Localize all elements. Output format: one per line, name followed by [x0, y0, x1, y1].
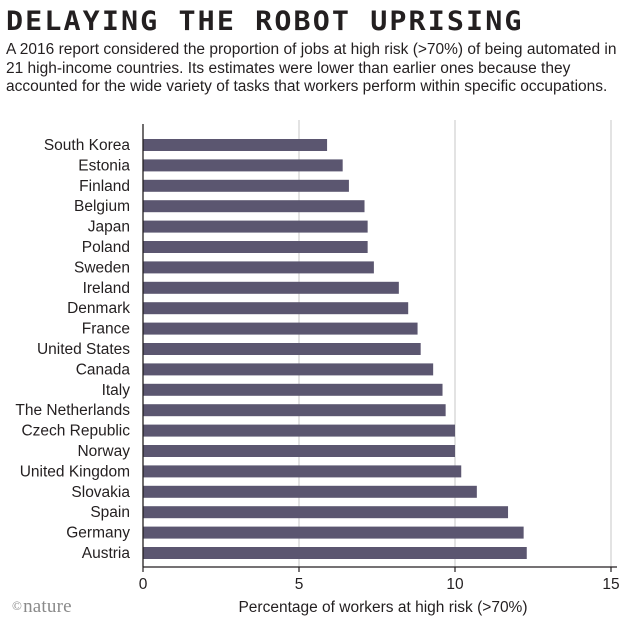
category-label: Denmark [67, 300, 130, 317]
category-label: France [82, 321, 130, 338]
x-tick-label: 15 [602, 576, 619, 593]
bar-japan [143, 220, 368, 233]
bar-belgium [143, 200, 365, 213]
bar-austria [143, 547, 527, 559]
copyright-symbol: © [12, 598, 23, 613]
bar-ireland [143, 281, 399, 294]
category-label: Norway [77, 443, 130, 460]
category-label: Ireland [83, 280, 130, 297]
x-axis-label: Percentage of workers at high risk (>70%… [238, 599, 527, 616]
category-label: Belgium [74, 198, 130, 215]
bar-south-korea [143, 139, 328, 151]
bar-italy [143, 383, 443, 396]
brand-name: nature [23, 596, 72, 617]
category-label: United Kingdom [20, 463, 130, 480]
bar-france [143, 322, 418, 335]
bars [143, 139, 527, 559]
category-label: Germany [66, 525, 130, 542]
category-label: United States [37, 341, 130, 358]
bar-norway [143, 445, 455, 457]
bar-united-kingdom [143, 465, 462, 478]
category-label: Japan [88, 219, 130, 236]
x-tick-label: 5 [295, 576, 304, 593]
bar-sweden [143, 261, 374, 274]
category-label: Sweden [74, 259, 130, 276]
category-labels: South Korea Estonia Finland Belgium Japan Pol… [15, 137, 130, 562]
chart-title: DELAYING THE ROBOT UPRISING [6, 6, 524, 37]
category-label: Czech Republic [21, 423, 130, 440]
category-label: Spain [90, 504, 130, 521]
category-label: Poland [82, 239, 130, 256]
x-tick-label: 10 [446, 576, 464, 593]
bar-poland [143, 241, 368, 253]
bar-germany [143, 526, 524, 539]
bar-estonia [143, 159, 343, 172]
category-label: Austria [82, 545, 131, 562]
category-label: Canada [76, 361, 131, 378]
bar-finland [143, 179, 349, 192]
bar-the-netherlands [143, 404, 446, 417]
bar-canada [143, 363, 434, 376]
x-tick-label: 0 [139, 576, 148, 593]
bar-united-states [143, 343, 421, 355]
bar-denmark [143, 302, 409, 315]
category-label: Estonia [78, 157, 130, 174]
category-label: South Korea [44, 137, 131, 154]
category-label: Slovakia [71, 484, 130, 501]
category-label: Italy [102, 382, 131, 399]
bar-czech-republic [143, 424, 455, 437]
nature-logo: ©nature [12, 596, 72, 618]
category-label: Finland [79, 178, 130, 195]
x-axis: 0 5 10 15 [139, 124, 620, 593]
bar-slovakia [143, 485, 477, 498]
chart-subtitle: A 2016 report considered the proportion … [6, 41, 617, 95]
category-label: The Netherlands [15, 402, 130, 419]
bar-spain [143, 506, 509, 519]
